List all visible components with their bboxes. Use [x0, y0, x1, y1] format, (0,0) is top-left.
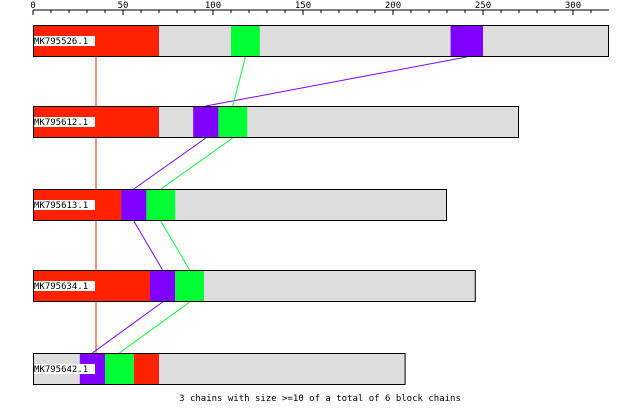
chain-block: [231, 25, 260, 57]
axis-tick-label: 200: [385, 1, 401, 11]
sequence-label-bg: [34, 117, 95, 127]
axis-tick-label: 300: [565, 1, 581, 11]
sequence-label-bg: [34, 281, 95, 291]
chain-connector: [92, 301, 163, 354]
sequence-row: MK795612.1: [33, 106, 519, 138]
sequence-bar-outline: [33, 270, 476, 302]
position-axis: 0 50 100 150 200 250 300: [30, 1, 609, 15]
sequence-label: MK795634.1: [34, 282, 88, 292]
chain-connector: [160, 220, 191, 271]
chain-block: [133, 353, 159, 385]
summary-footer: 3 chains with size >=10 of a total of 6 …: [179, 394, 461, 404]
sequence-bar-outline: [33, 189, 447, 221]
chain-connector: [205, 56, 467, 107]
chain-connector: [119, 301, 190, 354]
chain-connector: [232, 56, 246, 107]
sequence-label: MK795642.1: [34, 365, 88, 375]
axis-tick-label: 150: [295, 1, 311, 11]
chain-block: [105, 353, 134, 385]
chain-connector: [133, 220, 164, 271]
sequence-label-bg: [34, 364, 95, 374]
sequence-bar-outline: [33, 106, 519, 138]
sequence-bar-outline: [33, 25, 609, 57]
chain-connector: [160, 137, 234, 190]
chain-block: [150, 270, 176, 302]
chain-block: [193, 106, 219, 138]
sequence-label: MK795612.1: [34, 118, 88, 128]
chain-connector: [133, 137, 207, 190]
chain-block: [146, 189, 176, 221]
chain-block: [175, 270, 204, 302]
sequence-row: MK795642.1: [33, 353, 406, 385]
sequence-label: MK795613.1: [34, 201, 88, 211]
axis-tick-label: 250: [475, 1, 491, 11]
sequence-row: MK795634.1: [33, 270, 476, 302]
axis-tick-label: 100: [205, 1, 221, 11]
chain-block: [450, 25, 483, 57]
axis-tick-label: 0: [30, 1, 35, 11]
sequence-bars: MK795526.1 MK795612.1 MK795613.1 MK795634.1…: [33, 25, 609, 385]
sequence-bar-outline: [33, 353, 406, 385]
chain-block: [121, 189, 147, 221]
axis-tick-label: 50: [118, 1, 129, 11]
chain-block: [218, 106, 248, 138]
sequence-label-bg: [34, 36, 95, 46]
sequence-row: MK795526.1: [33, 25, 609, 57]
sequence-row: MK795613.1: [33, 189, 447, 221]
sequence-label: MK795526.1: [34, 37, 88, 47]
sequence-label-bg: [34, 200, 95, 210]
